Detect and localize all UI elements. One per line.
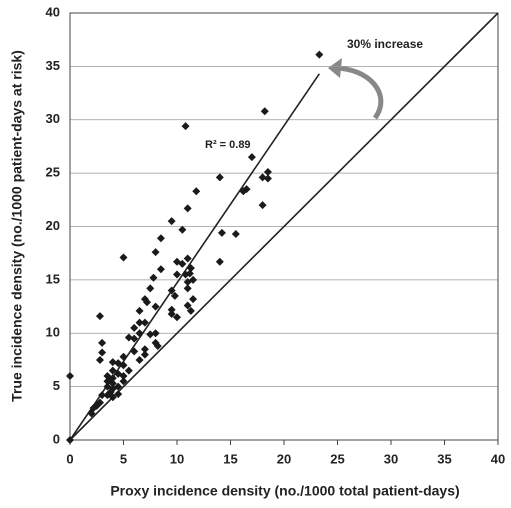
y-tick-label: 15: [46, 271, 60, 286]
point: [66, 371, 74, 380]
y-tick-label: 5: [53, 378, 60, 393]
point: [95, 355, 104, 364]
x-tick-label: 10: [170, 451, 184, 466]
point: [108, 366, 117, 375]
point: [186, 264, 195, 273]
point: [258, 201, 267, 210]
point: [87, 409, 96, 418]
point: [135, 306, 144, 315]
point: [98, 391, 107, 400]
point: [263, 174, 272, 183]
point: [189, 275, 198, 284]
point: [215, 173, 224, 182]
point: [173, 313, 181, 322]
point: [183, 254, 192, 263]
y-tick-label: 40: [46, 4, 60, 19]
y-tick-label: 0: [53, 431, 60, 446]
x-tick-label: 25: [330, 451, 344, 466]
point: [181, 122, 190, 131]
point: [98, 348, 107, 357]
point: [156, 234, 165, 243]
point: [260, 107, 269, 116]
point: [151, 302, 160, 311]
point: [130, 347, 139, 356]
point: [167, 217, 176, 226]
point: [143, 298, 152, 307]
point: [167, 286, 176, 295]
point: [108, 393, 117, 402]
point: [119, 352, 128, 361]
point: [135, 355, 144, 364]
point: [247, 153, 256, 162]
point: [178, 259, 187, 268]
point: [192, 187, 201, 196]
x-tick-label: 15: [223, 451, 237, 466]
point: [106, 376, 115, 385]
point: [140, 350, 149, 359]
increase-annotation: 30% increase: [347, 37, 423, 51]
x-tick-label: 40: [491, 451, 505, 466]
x-axis-title: Proxy incidence density (no./1000 total …: [110, 483, 459, 499]
point: [151, 329, 160, 338]
point: [170, 291, 179, 300]
point: [178, 225, 187, 234]
point: [130, 323, 139, 332]
point: [108, 358, 117, 367]
point: [124, 333, 133, 342]
point: [186, 306, 195, 315]
point: [149, 273, 158, 282]
point: [119, 377, 128, 386]
y-tick-label: 10: [46, 325, 60, 340]
point: [95, 312, 104, 321]
point: [315, 50, 324, 59]
point: [146, 330, 155, 339]
point: [119, 361, 128, 370]
point: [239, 187, 248, 196]
y-axis-title: True incidence density (no./1000 patient…: [9, 50, 25, 402]
x-tick-label: 5: [120, 451, 127, 466]
point: [183, 301, 192, 310]
reference-line: [69, 12, 499, 441]
point: [189, 295, 198, 304]
point: [140, 345, 149, 354]
point: [140, 318, 149, 327]
y-tick-label: 20: [46, 218, 60, 233]
point: [119, 253, 128, 262]
point: [231, 229, 240, 238]
point: [167, 310, 176, 319]
point: [124, 366, 133, 375]
point: [135, 329, 144, 338]
x-tick-label: 35: [437, 451, 451, 466]
point: [185, 269, 194, 278]
r2-annotation: R² = 0.89: [205, 139, 251, 151]
point: [151, 248, 160, 257]
point: [98, 338, 107, 347]
point: [135, 318, 144, 327]
point: [173, 270, 181, 279]
point: [114, 390, 123, 399]
y-tick-label: 35: [46, 58, 60, 73]
point: [263, 168, 272, 177]
point: [119, 371, 128, 380]
arrow-head: [328, 58, 342, 78]
x-tick-label: 30: [384, 451, 398, 466]
y-tick-label: 25: [46, 165, 60, 180]
point: [153, 342, 162, 351]
point: [183, 284, 192, 293]
x-tick-label: 0: [66, 451, 73, 466]
x-tick-label: 20: [277, 451, 291, 466]
point: [66, 436, 74, 444]
point: [167, 305, 176, 314]
point: [146, 284, 155, 293]
arrow: [333, 65, 384, 120]
point: [258, 173, 267, 182]
point: [217, 228, 226, 237]
plot-frame: [69, 12, 499, 441]
point: [215, 257, 224, 266]
point: [183, 204, 192, 213]
point: [130, 334, 139, 343]
point: [156, 265, 165, 274]
y-tick-label: 30: [46, 111, 60, 126]
